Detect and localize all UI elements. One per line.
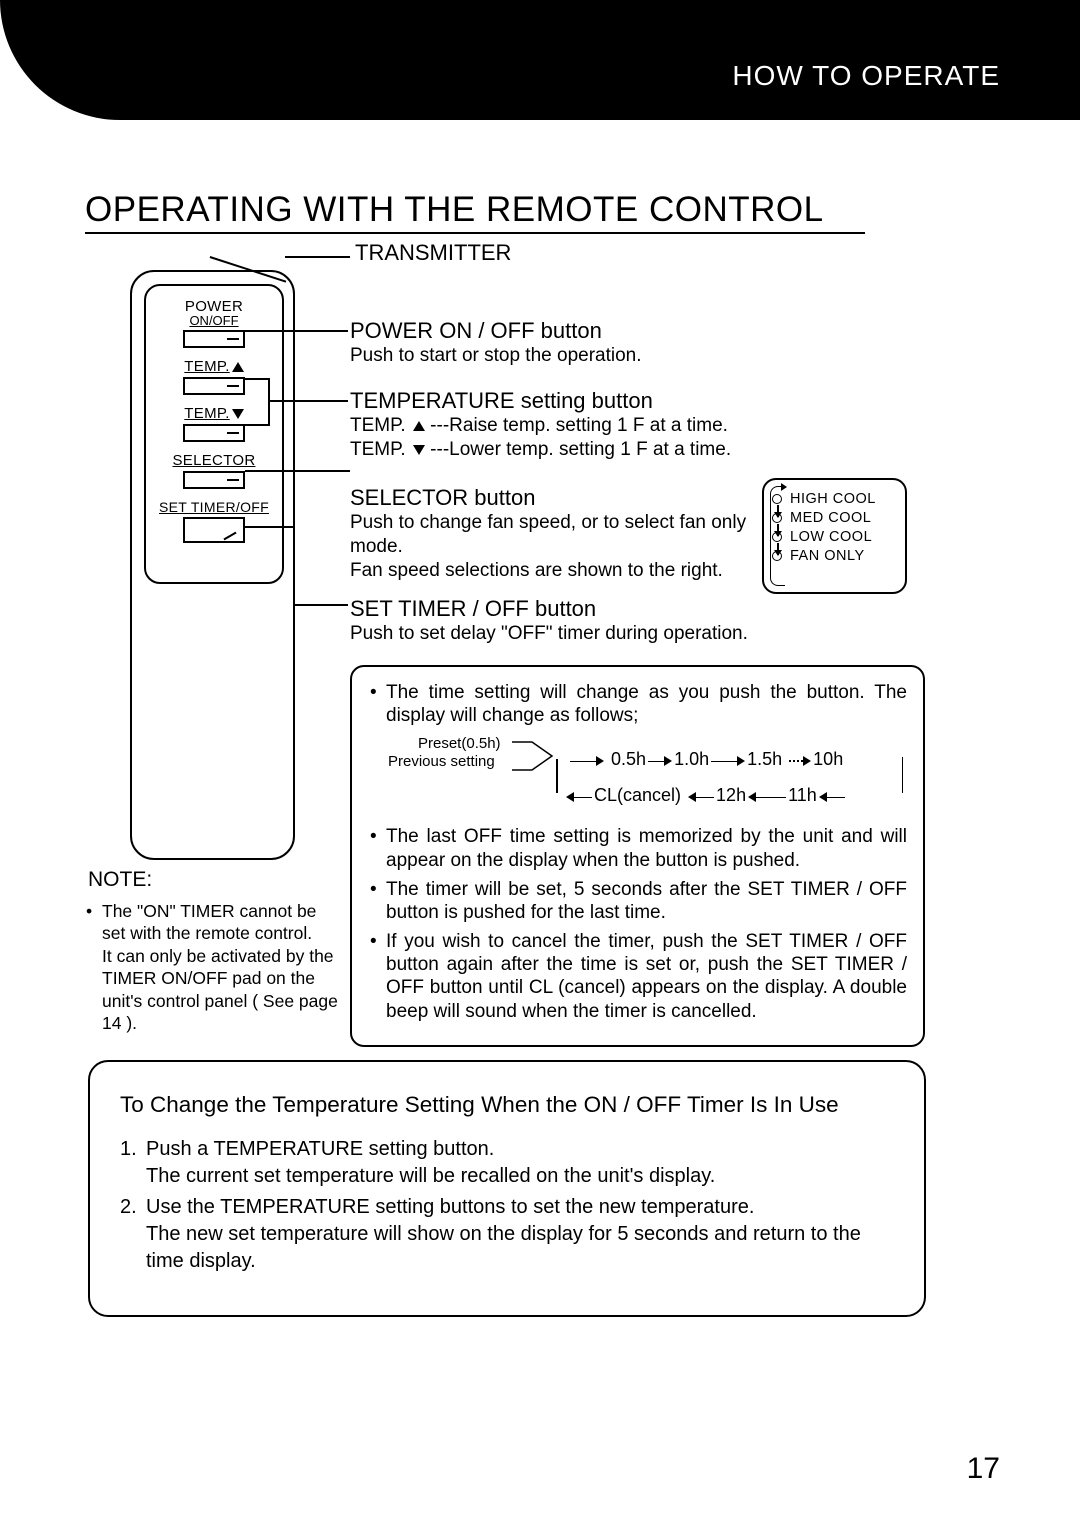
arrow-right-icon [711,750,745,771]
remote-power-button [183,330,245,348]
temp-desc-title: TEMPERATURE setting button [350,388,910,414]
temp-desc-line2: TEMP. ---Lower temp. setting 1 F at a ti… [350,438,910,462]
leader-line [245,424,270,426]
triangle-down-icon [232,409,244,419]
timer-details-box: The time setting will change as you push… [350,665,925,1047]
remote-selector-label: SELECTOR [152,452,276,469]
page-title: OPERATING WITH THE REMOTE CONTROL [85,190,824,230]
header-section-label: HOW TO OPERATE [732,60,1000,92]
arrow-left-icon [748,786,786,807]
selector-description: SELECTOR button Push to change fan speed… [350,485,750,582]
timer-bullet: The timer will be set, 5 seconds after t… [368,878,907,924]
power-desc-title: POWER ON / OFF button [350,318,910,344]
arrow-left-icon [566,786,592,807]
item-number: 1. [120,1136,146,1190]
seq-connector [556,759,558,793]
seq-connector [902,757,904,793]
timer-desc-title: SET TIMER / OFF button [350,596,910,622]
remote-temp-up-button [183,377,245,395]
remote-temp-down-button [183,424,245,442]
arrow-right-icon [570,750,604,771]
triangle-up-icon [413,421,425,431]
selector-desc-title: SELECTOR button [350,485,750,511]
timer-desc-body: Push to set delay "OFF" timer during ope… [350,622,910,646]
power-desc-body: Push to start or stop the operation. [350,344,910,368]
leader-line [245,378,270,380]
fan-row: MED COOL [790,510,899,526]
list-item: 1. Push a TEMPERATURE setting button. Th… [120,1136,894,1190]
bottom-box-list: 1. Push a TEMPERATURE setting button. Th… [120,1136,894,1275]
note-body: •The "ON" TIMER cannot be set with the r… [98,900,338,1034]
remote-outline: POWER ON/OFF TEMP. TEMP. SELECTOR SET TI… [130,270,295,860]
arrow-left-icon [688,786,714,807]
arrow-right-icon [648,750,672,771]
leader-line [245,330,285,332]
leader-line [293,604,348,606]
fan-loop-arrow [770,486,784,586]
merge-bracket-icon [512,739,562,773]
bottom-box-title: To Change the Temperature Setting When t… [120,1092,894,1118]
remote-temp-down-label: TEMP. [152,405,276,422]
triangle-up-icon [232,362,244,372]
seq-top-row: 0.5h1.0h1.5h 10h [568,749,843,771]
remote-selector-button [183,471,245,489]
transmitter-label: TRANSMITTER [355,240,511,266]
fan-row: LOW COOL [790,529,899,545]
fan-row: FAN ONLY [790,548,899,564]
temperature-description: TEMPERATURE setting button TEMP. ---Rais… [350,388,910,462]
temperature-change-box: To Change the Temperature Setting When t… [88,1060,926,1317]
note-title: NOTE: [88,868,152,892]
arrow-left-icon [819,786,845,807]
timer-bullet: If you wish to cancel the timer, push th… [368,930,907,1023]
page-number: 17 [967,1452,1000,1486]
remote-temp-up-label: TEMP. [152,358,276,375]
timer-bullet: The time setting will change as you push… [368,681,907,727]
seq-bottom-row: CL(cancel) 12h11h [564,785,847,807]
timer-bullet: The last OFF time setting is memorized b… [368,825,907,871]
leader-line [245,470,350,472]
leader-line [268,400,348,402]
timer-description: SET TIMER / OFF button Push to set delay… [350,596,910,646]
remote-settimer-button [183,517,245,543]
leader-line [245,526,295,528]
timer-sequence-diagram: Preset(0.5h) Previous setting 0.5h1.0h1.… [388,735,907,815]
leader-line [285,256,350,258]
triangle-down-icon [413,445,425,455]
fan-row: HIGH COOL [790,491,899,507]
remote-button-panel: POWER ON/OFF TEMP. TEMP. SELECTOR SET TI… [144,284,284,584]
arrow-right-dashed-icon [789,750,811,771]
item-number: 2. [120,1194,146,1275]
item-text: Push a TEMPERATURE setting button. The c… [146,1136,715,1190]
remote-settimer-label: SET TIMER/OFF [152,499,276,515]
seq-previous-label: Previous setting [388,753,495,770]
leader-line [283,330,348,332]
seq-preset-label: Preset(0.5h) [418,735,501,752]
title-underline [85,232,865,234]
list-item: 2. Use the TEMPERATURE setting buttons t… [120,1194,894,1275]
leader-line [293,526,295,606]
item-text: Use the TEMPERATURE setting buttons to s… [146,1194,894,1275]
remote-onoff-label: ON/OFF [152,313,276,328]
selector-desc-body: Push to change fan speed, or to select f… [350,511,750,582]
power-description: POWER ON / OFF button Push to start or s… [350,318,910,368]
temp-desc-line1: TEMP. ---Raise temp. setting 1 F at a ti… [350,414,910,438]
